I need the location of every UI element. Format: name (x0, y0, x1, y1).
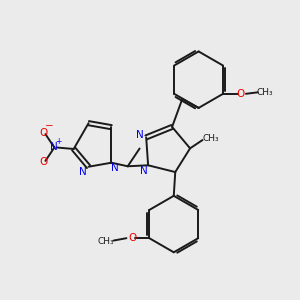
Text: −: − (45, 121, 54, 131)
Text: N: N (79, 167, 87, 177)
Text: CH₃: CH₃ (98, 237, 115, 246)
Text: CH₃: CH₃ (256, 88, 273, 97)
Text: O: O (128, 233, 136, 243)
Text: CH₃: CH₃ (202, 134, 219, 143)
Text: N: N (111, 163, 119, 173)
Text: O: O (40, 157, 48, 167)
Text: +: + (55, 137, 62, 146)
Text: O: O (236, 89, 244, 99)
Text: O: O (40, 128, 48, 138)
Text: N: N (140, 166, 148, 176)
Text: N: N (50, 142, 58, 152)
Text: N: N (136, 130, 143, 140)
